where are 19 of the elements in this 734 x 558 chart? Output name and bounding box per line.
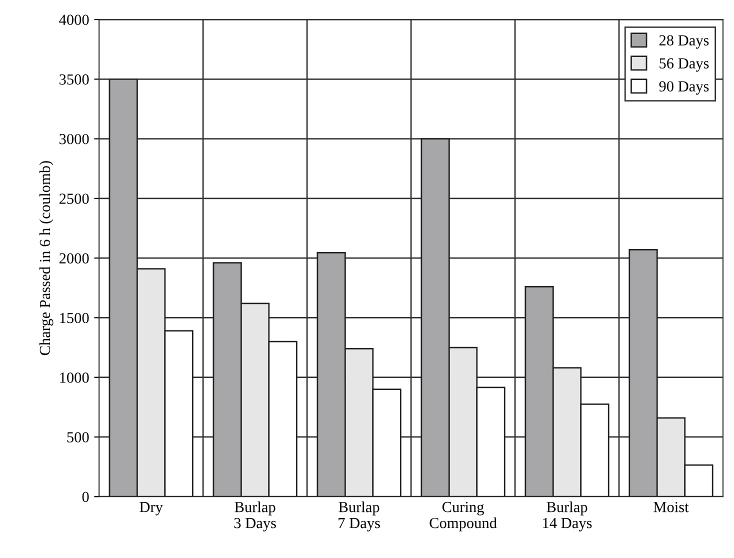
y-tick-label: 1500 xyxy=(60,312,89,324)
x-tick-label: Dry xyxy=(140,502,163,516)
legend-label: 28 Days xyxy=(659,35,709,49)
y-tick-label: 4000 xyxy=(59,14,89,25)
x-tick-label: Moist xyxy=(654,502,689,512)
y-tick-label: 2000 xyxy=(59,253,89,264)
x-tick-label: Burlap 14 Days xyxy=(543,501,592,532)
y-axis-title: Charge Passed in 6 h (coulomb) xyxy=(39,161,54,356)
legend-label: 56 Days xyxy=(660,58,709,72)
x-tick-label: Curing Compound xyxy=(430,502,497,532)
x-tick-label: Burlap 3 Days xyxy=(234,501,276,532)
y-tick-label: 3500 xyxy=(60,74,89,85)
y-tick-label: 500 xyxy=(67,432,89,442)
x-tick-label: Burlap 7 Days xyxy=(338,501,380,532)
y-tick-label: 1000 xyxy=(60,372,89,383)
y-tick-label: 2500 xyxy=(59,194,89,204)
y-tick-label: 0 xyxy=(82,492,89,502)
y-tick-label: 3000 xyxy=(60,134,89,144)
legend-label: 90 Days xyxy=(659,81,709,95)
